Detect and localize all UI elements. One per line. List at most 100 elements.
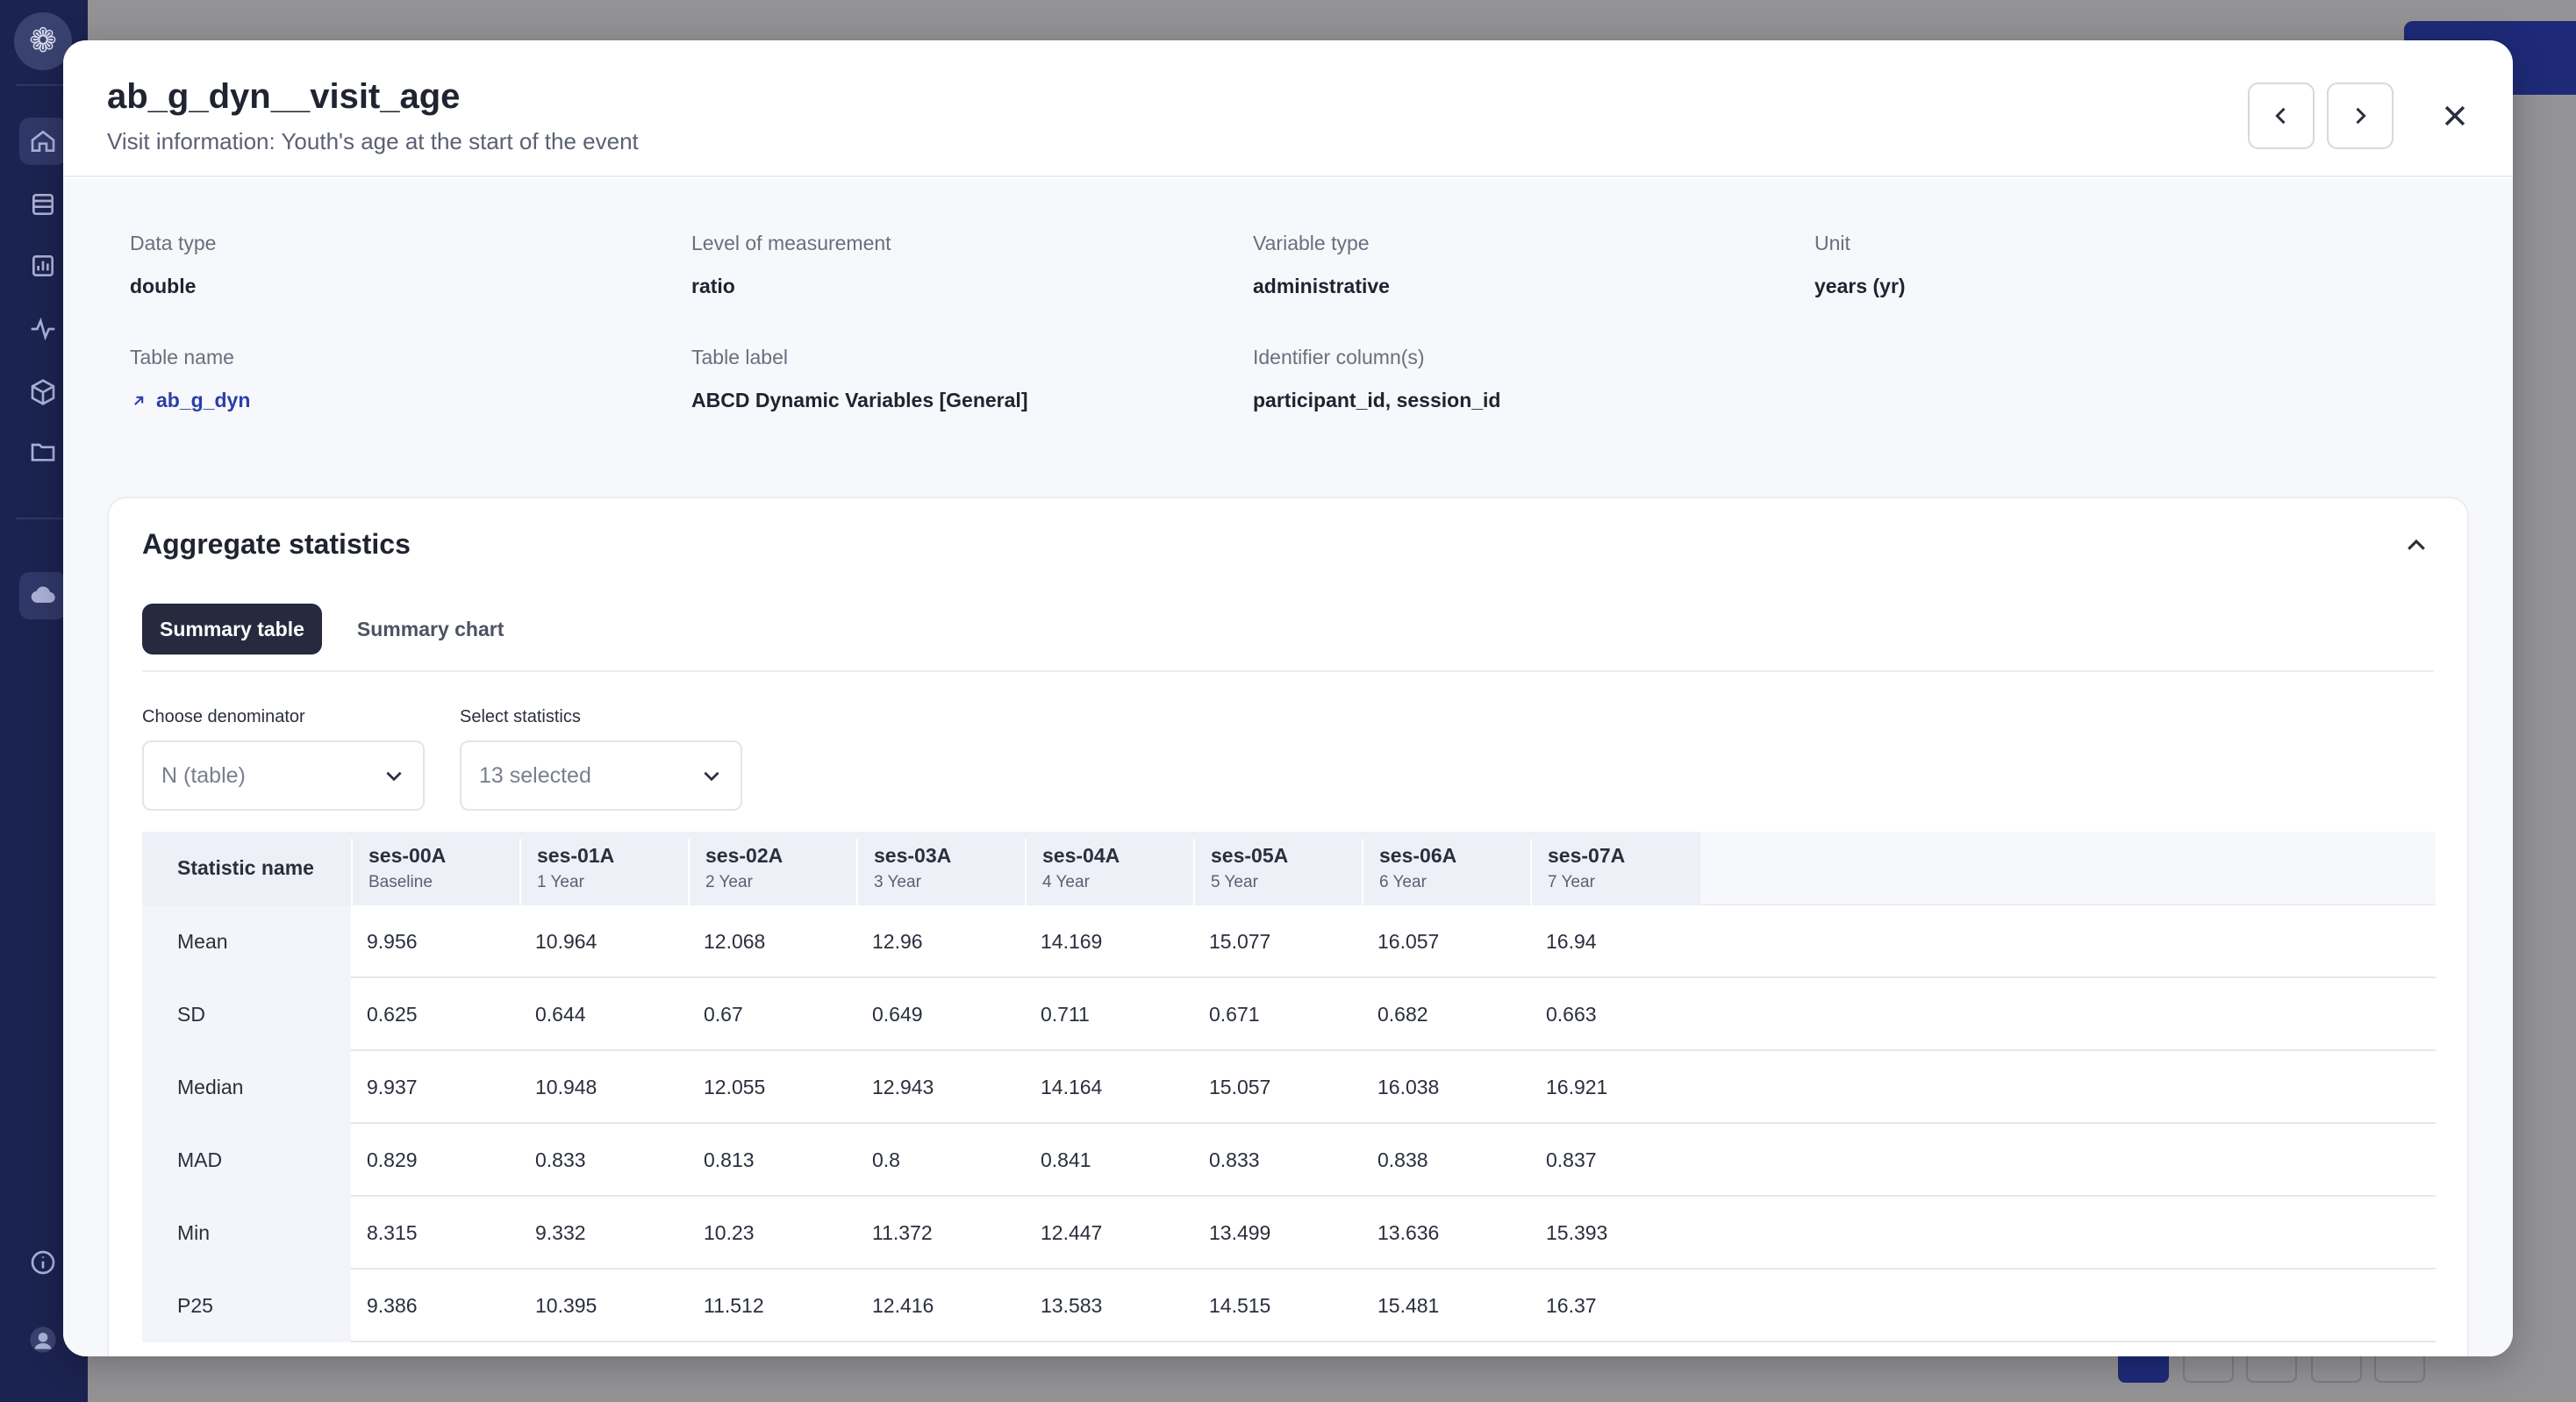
cube-icon[interactable]	[19, 368, 67, 416]
chevron-down-icon	[704, 771, 719, 782]
cell: 14.164	[1041, 1076, 1103, 1098]
cell: 9.332	[535, 1221, 586, 1244]
cell: 15.077	[1209, 930, 1271, 953]
row-divider	[351, 1341, 2436, 1342]
column-header: ses-04A 4 Year	[1025, 839, 1120, 905]
meta-table-label: Table label ABCD Dynamic Variables [Gene…	[691, 346, 1027, 412]
column-year: 6 Year	[1379, 873, 1427, 891]
collapse-button[interactable]	[2401, 530, 2432, 562]
table-header-bg-empty	[1700, 832, 2436, 905]
close-icon	[2444, 105, 2465, 126]
column-ses: ses-02A	[705, 844, 784, 867]
column-year: 2 Year	[705, 873, 753, 891]
cell: 9.937	[367, 1076, 418, 1098]
column-ses: ses-01A	[537, 844, 615, 867]
folder-icon[interactable]	[19, 428, 67, 476]
meta-value: double	[130, 275, 197, 297]
table-header: Statistic name ses-00A Baseline ses-01A 1 …	[142, 832, 2436, 905]
cell: 0.833	[1209, 1148, 1260, 1171]
row-divider	[351, 1049, 2436, 1051]
cell: 0.841	[1041, 1148, 1091, 1171]
table-row: Mean 9.956 10.964 12.068 12.96 14.169 15…	[142, 905, 2436, 978]
chevron-up-icon	[2408, 539, 2425, 550]
summary-tabs: Summary table Summary chart	[142, 604, 521, 655]
close-button[interactable]	[2434, 95, 2476, 137]
sidebar-divider	[16, 84, 72, 86]
cell: 10.23	[704, 1221, 755, 1244]
cell: 0.625	[367, 1003, 418, 1026]
variable-detail-modal: ab_g_dyn__visit_age Visit information: Y…	[63, 40, 2513, 1356]
tab-summary-chart[interactable]: Summary chart	[356, 617, 504, 640]
row-name-cell: Mean	[142, 905, 351, 978]
cell: 14.169	[1041, 930, 1103, 953]
row-name-cell: Min	[142, 1197, 351, 1270]
meta-label: Table label	[691, 346, 788, 368]
statistics-label: Select statistics	[460, 707, 581, 726]
row-name: MAD	[177, 1148, 223, 1171]
table-name-link-label: ab_g_dyn	[156, 389, 251, 411]
cell: 0.837	[1546, 1148, 1597, 1171]
previous-button[interactable]	[2248, 82, 2315, 149]
column-year: Baseline	[369, 873, 433, 891]
cell: 10.948	[535, 1076, 597, 1098]
cell: 0.711	[1041, 1003, 1090, 1026]
meta-unit: Unit years (yr)	[1814, 232, 1906, 298]
activity-icon[interactable]	[19, 305, 67, 353]
cell: 9.956	[367, 930, 418, 953]
chevron-right-icon	[2356, 107, 2366, 125]
meta-value: participant_id, session_id	[1253, 389, 1501, 411]
cell: 0.644	[535, 1003, 586, 1026]
column-ses: ses-00A	[369, 844, 447, 867]
row-divider	[351, 976, 2436, 978]
cell: 12.416	[872, 1294, 934, 1317]
cell: 13.636	[1377, 1221, 1440, 1244]
statistics-select[interactable]: 13 selected	[460, 740, 742, 811]
sidebar-divider	[16, 518, 72, 519]
next-button[interactable]	[2327, 82, 2394, 149]
meta-label: Identifier column(s)	[1253, 346, 1425, 368]
meta-value: administrative	[1253, 275, 1390, 297]
table-row: P25 9.386 10.395 11.512 12.416 13.583 14…	[142, 1270, 2436, 1342]
modal-subtitle: Visit information: Youth's age at the st…	[107, 128, 639, 154]
home-icon[interactable]	[19, 118, 67, 165]
statistic-name-header: Statistic name	[177, 856, 314, 879]
column-ses: ses-06A	[1379, 844, 1457, 867]
cell: 8.315	[367, 1221, 418, 1244]
external-link-icon	[134, 396, 144, 405]
column-year: 4 Year	[1042, 873, 1090, 891]
meta-value: ABCD Dynamic Variables [General]	[691, 389, 1028, 411]
denominator-value: N (table)	[161, 762, 246, 788]
denominator-label: Choose denominator	[142, 707, 305, 726]
user-avatar-icon[interactable]	[19, 1316, 67, 1363]
cell: 10.964	[535, 930, 597, 953]
cell: 10.395	[535, 1294, 597, 1317]
table-row: MAD 0.829 0.833 0.813 0.8 0.841 0.833 0.…	[142, 1124, 2436, 1197]
cloud-download-icon[interactable]	[19, 572, 67, 619]
row-name: Median	[177, 1076, 244, 1098]
info-icon[interactable]	[19, 1239, 67, 1286]
row-name-cell: SD	[142, 978, 351, 1051]
cell: 0.813	[704, 1148, 755, 1171]
table-row: Min 8.315 9.332 10.23 11.372 12.447 13.4…	[142, 1197, 2436, 1270]
tabs-divider	[142, 670, 2434, 672]
tab-summary-table[interactable]: Summary table	[142, 604, 322, 655]
meta-label: Unit	[1814, 232, 1850, 254]
row-name-cell: P25	[142, 1270, 351, 1342]
cell: 0.649	[872, 1003, 923, 1026]
database-icon[interactable]	[19, 181, 67, 228]
cell: 16.038	[1377, 1076, 1440, 1098]
chevron-left-icon	[2275, 107, 2286, 125]
cell: 0.663	[1546, 1003, 1597, 1026]
meta-label: Level of measurement	[691, 232, 891, 254]
chart-icon[interactable]	[19, 242, 67, 290]
cell: 15.057	[1209, 1076, 1271, 1098]
meta-level-of-measurement: Level of measurement ratio	[691, 232, 891, 298]
cell: 11.372	[872, 1221, 933, 1244]
statistics-value: 13 selected	[479, 762, 591, 788]
row-name-cell: Median	[142, 1051, 351, 1124]
row-divider	[351, 1122, 2436, 1124]
table-name-link[interactable]: ab_g_dyn	[130, 389, 250, 412]
cell: 12.068	[704, 930, 766, 953]
denominator-select[interactable]: N (table)	[142, 740, 425, 811]
column-header: ses-05A 5 Year	[1193, 839, 1288, 905]
